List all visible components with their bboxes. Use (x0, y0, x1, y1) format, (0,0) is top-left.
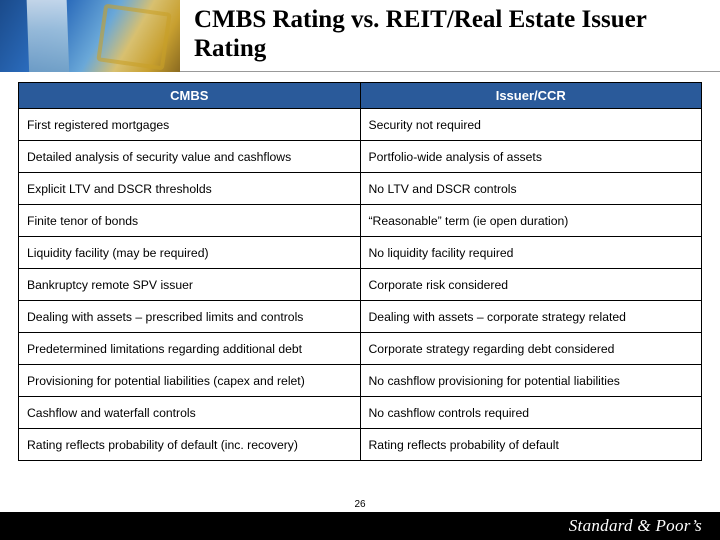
cell-cmbs: Predetermined limitations regarding addi… (19, 333, 361, 365)
cell-issuer: Security not required (360, 109, 702, 141)
cell-cmbs: Explicit LTV and DSCR thresholds (19, 173, 361, 205)
cell-issuer: Corporate strategy regarding debt consid… (360, 333, 702, 365)
comparison-table-wrap: CMBS Issuer/CCR First registered mortgag… (0, 72, 720, 461)
table-row: First registered mortgagesSecurity not r… (19, 109, 702, 141)
cell-issuer: Dealing with assets – corporate strategy… (360, 301, 702, 333)
table-row: Explicit LTV and DSCR thresholdsNo LTV a… (19, 173, 702, 205)
table-header-row: CMBS Issuer/CCR (19, 83, 702, 109)
cell-cmbs: Liquidity facility (may be required) (19, 237, 361, 269)
col-header-issuer: Issuer/CCR (360, 83, 702, 109)
cell-issuer: “Reasonable” term (ie open duration) (360, 205, 702, 237)
cell-issuer: Portfolio-wide analysis of assets (360, 141, 702, 173)
page-number: 26 (354, 499, 365, 510)
table-row: Predetermined limitations regarding addi… (19, 333, 702, 365)
title-area: CMBS Rating vs. REIT/Real Estate Issuer … (180, 0, 720, 71)
cell-issuer: Rating reflects probability of default (360, 429, 702, 461)
table-row: Provisioning for potential liabilities (… (19, 365, 702, 397)
comparison-table: CMBS Issuer/CCR First registered mortgag… (18, 82, 702, 461)
cell-cmbs: Bankruptcy remote SPV issuer (19, 269, 361, 301)
table-row: Detailed analysis of security value and … (19, 141, 702, 173)
page-title: CMBS Rating vs. REIT/Real Estate Issuer … (194, 6, 710, 64)
table-row: Rating reflects probability of default (… (19, 429, 702, 461)
cell-cmbs: Rating reflects probability of default (… (19, 429, 361, 461)
table-row: Liquidity facility (may be required)No l… (19, 237, 702, 269)
table-row: Cashflow and waterfall controlsNo cashfl… (19, 397, 702, 429)
table-row: Dealing with assets – prescribed limits … (19, 301, 702, 333)
col-header-cmbs: CMBS (19, 83, 361, 109)
table-row: Finite tenor of bonds“Reasonable” term (… (19, 205, 702, 237)
cell-issuer: Corporate risk considered (360, 269, 702, 301)
cell-cmbs: Dealing with assets – prescribed limits … (19, 301, 361, 333)
cell-cmbs: Cashflow and waterfall controls (19, 397, 361, 429)
cell-cmbs: Detailed analysis of security value and … (19, 141, 361, 173)
table-row: Bankruptcy remote SPV issuerCorporate ri… (19, 269, 702, 301)
cell-issuer: No cashflow controls required (360, 397, 702, 429)
cell-cmbs: First registered mortgages (19, 109, 361, 141)
cell-issuer: No cashflow provisioning for potential l… (360, 365, 702, 397)
cell-issuer: No liquidity facility required (360, 237, 702, 269)
footer-bar: Standard & Poor’s (0, 512, 720, 540)
cell-cmbs: Finite tenor of bonds (19, 205, 361, 237)
header-decorative-art (0, 0, 180, 72)
brand-logo-text: Standard & Poor’s (569, 516, 702, 536)
table-body: First registered mortgagesSecurity not r… (19, 109, 702, 461)
cell-cmbs: Provisioning for potential liabilities (… (19, 365, 361, 397)
cell-issuer: No LTV and DSCR controls (360, 173, 702, 205)
header-bar: CMBS Rating vs. REIT/Real Estate Issuer … (0, 0, 720, 72)
